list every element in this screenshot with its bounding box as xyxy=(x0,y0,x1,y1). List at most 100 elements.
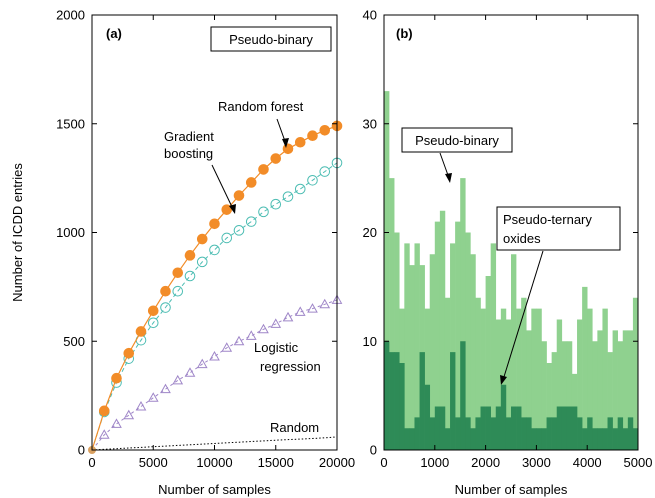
boxed-label-frame-a xyxy=(210,26,332,52)
data-point-gradient-boosting xyxy=(233,225,245,236)
data-point-random-forest xyxy=(172,267,184,279)
data-point-random-forest xyxy=(196,233,208,245)
histogram-bar-pseudo-binary xyxy=(587,308,593,450)
data-point-gradient-boosting xyxy=(270,198,282,210)
histogram-bar-pseudo-ternary-oxides xyxy=(622,428,629,450)
histogram-bar-pseudo-binary xyxy=(597,330,603,450)
data-point-random-forest xyxy=(258,164,269,175)
annotation-arrowhead-gradient-boosting xyxy=(229,204,236,214)
histogram-bar-pseudo-ternary-oxides xyxy=(571,406,578,450)
histogram-bar-pseudo-binary xyxy=(526,330,532,450)
histogram-bar-pseudo-binary xyxy=(490,243,497,450)
y-tick-label-a: 1000 xyxy=(56,225,85,240)
histogram-bar-pseudo-ternary-oxides xyxy=(465,417,471,450)
histogram-bar-pseudo-binary xyxy=(541,341,547,450)
histogram-bar-pseudo-ternary-oxides xyxy=(460,341,466,450)
data-point-logistic-regression xyxy=(245,330,257,340)
data-point-logistic-regression xyxy=(123,409,135,420)
histogram-bar-pseudo-binary xyxy=(546,363,552,450)
histogram-bar-pseudo-binary xyxy=(444,297,451,450)
histogram-bar-pseudo-binary xyxy=(551,352,558,450)
data-point-random-forest xyxy=(245,177,257,188)
data-point-gradient-boosting xyxy=(294,183,306,195)
histogram-bar-pseudo-binary xyxy=(536,308,542,450)
histogram-bar-pseudo-ternary-oxides xyxy=(394,352,400,450)
histogram-bar-pseudo-binary xyxy=(495,319,502,450)
x-tick-label-b: 1000 xyxy=(420,455,449,470)
histogram-bar-pseudo-ternary-oxides xyxy=(566,406,573,450)
histogram-bar-pseudo-ternary-oxides xyxy=(587,417,593,450)
x-tick-label-b: 4000 xyxy=(573,455,602,470)
histogram-bar-pseudo-binary xyxy=(475,297,481,450)
histogram-bar-pseudo-ternary-oxides xyxy=(429,417,436,450)
data-point-random-forest xyxy=(270,153,282,164)
histogram-bar-pseudo-binary xyxy=(516,308,522,450)
data-point-gradient-boosting xyxy=(209,244,220,256)
data-point-logistic-regression xyxy=(270,318,282,328)
data-point-random-forest xyxy=(282,143,294,155)
y-tick-label-a: 1500 xyxy=(56,116,85,131)
data-point-logistic-regression xyxy=(135,400,147,411)
histogram-bar-pseudo-ternary-oxides xyxy=(612,428,618,450)
panel-a: 0 5000 10000 15000 20000 0 500 1000 1500 2000 Numb… xyxy=(10,8,355,498)
data-point-gradient-boosting xyxy=(221,232,233,244)
data-point-logistic-regression xyxy=(147,392,159,402)
histogram-bar-pseudo-binary xyxy=(505,319,512,450)
annotation-random-forest: Random forest xyxy=(218,99,304,114)
histogram-bar-pseudo-binary xyxy=(404,243,410,450)
histogram-bar-pseudo-ternary-oxides xyxy=(602,428,608,450)
data-point-logistic-regression xyxy=(221,342,233,352)
data-point-logistic-regression xyxy=(209,350,220,361)
data-point-gradient-boosting xyxy=(282,191,294,202)
data-point-gradient-boosting xyxy=(184,270,196,282)
histogram-bar-pseudo-binary xyxy=(434,221,441,450)
histogram-bar-pseudo-ternary-oxides xyxy=(582,428,588,450)
histogram-bar-pseudo-binary xyxy=(511,254,517,450)
histogram-bar-pseudo-ternary-oxides xyxy=(597,428,603,450)
histogram-bar-pseudo-binary xyxy=(424,308,431,450)
annotation-logistic-regression-line1: Logistic xyxy=(254,340,299,355)
histogram-bar-pseudo-ternary-oxides xyxy=(434,406,441,450)
data-point-random-forest xyxy=(160,285,171,297)
histogram-bar-pseudo-ternary-oxides xyxy=(556,406,563,450)
histogram-bar-pseudo-ternary-oxides xyxy=(500,384,507,450)
callout-pseudo-binary: Pseudo-binary xyxy=(415,133,499,148)
histogram-bar-pseudo-binary xyxy=(592,341,598,450)
histogram-bar-pseudo-ternary-oxides xyxy=(546,417,552,450)
data-point-logistic-regression xyxy=(282,311,294,322)
data-point-random-forest xyxy=(98,405,110,417)
histogram-bar-pseudo-ternary-oxides xyxy=(409,428,415,450)
histogram-bar-pseudo-binary xyxy=(521,297,527,450)
histogram-bar-pseudo-binary xyxy=(429,254,436,450)
histogram-bar-pseudo-ternary-oxides xyxy=(632,428,639,450)
histogram-bar-pseudo-ternary-oxides xyxy=(521,417,527,450)
data-point-gradient-boosting xyxy=(258,206,269,218)
histogram-bar-pseudo-binary xyxy=(622,330,629,450)
histogram-bar-pseudo-binary xyxy=(582,286,588,450)
histogram-bar-pseudo-binary xyxy=(470,254,476,450)
histogram-bar-pseudo-binary xyxy=(389,178,395,450)
histogram-bar-pseudo-binary xyxy=(632,297,639,450)
callout-arrow-pseudo-ternary xyxy=(502,250,544,381)
x-tick-label-a: 0 xyxy=(88,455,95,470)
x-tick-label-a: 5000 xyxy=(139,455,168,470)
panel-label-a: (a) xyxy=(106,26,122,41)
histogram-bar-pseudo-ternary-oxides xyxy=(551,417,558,450)
callout-arrowhead-pseudo-ternary xyxy=(500,375,507,385)
histogram-bar-pseudo-ternary-oxides xyxy=(485,406,491,450)
callout-frame-pseudo-ternary xyxy=(496,206,621,251)
histogram-bar-pseudo-binary xyxy=(607,352,613,450)
boxed-label-a: Pseudo-binary xyxy=(229,32,313,47)
data-point-random-forest xyxy=(209,218,220,230)
annotation-arrowhead-random-forest xyxy=(282,138,289,148)
histogram-bar-pseudo-ternary-oxides xyxy=(627,417,634,450)
annotation-arrow-gradient-boosting xyxy=(211,164,234,210)
y-tick-label-a: 500 xyxy=(63,334,85,349)
histogram-bar-pseudo-ternary-oxides xyxy=(561,406,568,450)
histogram-bar-pseudo-ternary-oxides xyxy=(592,428,598,450)
histogram-bar-pseudo-ternary-oxides xyxy=(455,417,461,450)
histogram-bar-pseudo-ternary-oxides xyxy=(516,406,522,450)
data-point-random-forest xyxy=(123,347,135,359)
data-point-logistic-regression xyxy=(160,383,171,394)
data-point-logistic-regression xyxy=(196,358,208,369)
